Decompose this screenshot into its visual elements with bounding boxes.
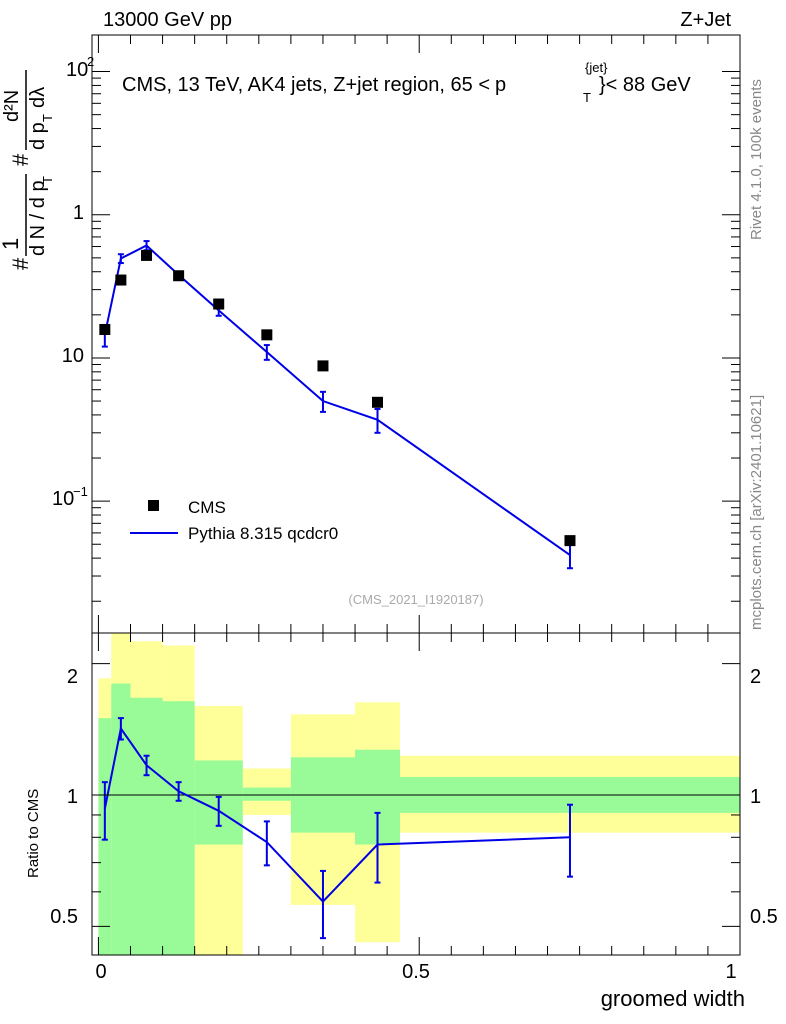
ylabel-dpt: d p [27, 122, 49, 150]
main-frame [91, 34, 741, 634]
ylabel-t2: T [40, 114, 55, 122]
analysis-id: (CMS_2021_I1920187) [348, 592, 483, 607]
main-panel: 10 2 1 10 10 −1 CMS, 13 TeV, AK4 jets, Z… [0, 34, 741, 634]
xaxis-label: groomed width [601, 986, 745, 1011]
cms-data-point [261, 329, 273, 341]
site-label: mcplots.cern.ch [arXiv:2401.10621] [748, 395, 765, 630]
mc-series-line [103, 244, 571, 556]
rivet-version-label: Rivet 4.1.0, 100k events [748, 79, 765, 240]
ratio-ytick-label-2-right: 2 [750, 666, 761, 688]
beam-label: 13000 GeV pp [103, 9, 232, 31]
uncertainty-band-inner [130, 697, 163, 955]
ratio-ytick-label-1: 1 [67, 786, 78, 808]
plot-title-tail: }< 88 GeV [599, 74, 691, 96]
main-ytick-label-100: 10 2 [66, 54, 94, 81]
ylabel-hash2: # [8, 153, 33, 166]
ratio-xtick-label-1: 1 [725, 961, 736, 983]
ratio-plot-area [92, 633, 740, 955]
main-ylabel: # 1 d N / d p T # d²N d p T dλ [0, 70, 55, 270]
main-ytick-exp: 2 [87, 54, 94, 69]
plot-title-main: CMS, 13 TeV, AK4 jets, Z+jet region, 65 … [122, 74, 490, 96]
ratio-xtick-label-0.5: 0.5 [402, 961, 430, 983]
uncertainty-band-inner [162, 701, 195, 955]
main-ytick-text: 10 [66, 59, 88, 81]
main-ytick-label-1: 10 [62, 345, 84, 367]
legend-cms-marker [148, 500, 159, 511]
main-ytick-label-0.1: 10 −1 [52, 484, 88, 510]
main-ytick-text: 10 [52, 488, 74, 510]
ylabel-d2n: d²N [1, 90, 23, 122]
ylabel-dn: d N / d p [27, 180, 49, 256]
cms-data-point [115, 274, 127, 286]
cms-data-point [317, 360, 329, 372]
ratio-frame [91, 632, 741, 956]
main-plot-area [99, 240, 576, 570]
plot-title-var: p [495, 74, 506, 96]
plot-title-sub: T [583, 90, 591, 105]
cms-data-point [141, 249, 153, 261]
ratio-ytick-label-2: 2 [67, 666, 78, 688]
ratio-ytick-label-0.5-right: 0.5 [750, 906, 778, 928]
ratio-xtick-label-0: 0 [95, 961, 106, 983]
main-ytick-label-10: 1 [73, 202, 84, 224]
ratio-ytick-label-0.5: 0.5 [50, 906, 78, 928]
cms-data-point [372, 396, 384, 408]
legend-mc-label: Pythia 8.315 qcdcr0 [188, 524, 338, 543]
ratio-ylabel: Ratio to CMS [25, 789, 42, 878]
legend-cms-label: CMS [188, 498, 226, 517]
ylabel-lam: dλ [27, 87, 49, 108]
ratio-ytick-label-1-right: 1 [750, 786, 761, 808]
plot-title-sup: {jet} [585, 60, 608, 75]
ratio-panel: 2 1 0.5 2 1 0.5 Ratio to CMS 0 0.5 1 gro… [25, 632, 778, 1011]
legend: CMS Pythia 8.315 qcdcr0 [130, 498, 338, 543]
main-ytick-exp: −1 [73, 484, 88, 499]
uncertainty-band-inner [242, 787, 291, 801]
ylabel-one: 1 [0, 238, 23, 250]
main-ticks [92, 35, 741, 633]
ylabel-hash1: # [8, 257, 33, 270]
ratio-ticks [92, 633, 741, 955]
cms-data-point [564, 535, 576, 547]
cms-data-point [99, 323, 111, 335]
cms-data-point [173, 270, 185, 282]
cms-data-point [213, 298, 225, 310]
process-label: Z+Jet [680, 9, 731, 31]
ylabel-t1: T [40, 176, 55, 184]
plot-title: CMS, 13 TeV, AK4 jets, Z+jet region, 65 … [122, 74, 506, 96]
